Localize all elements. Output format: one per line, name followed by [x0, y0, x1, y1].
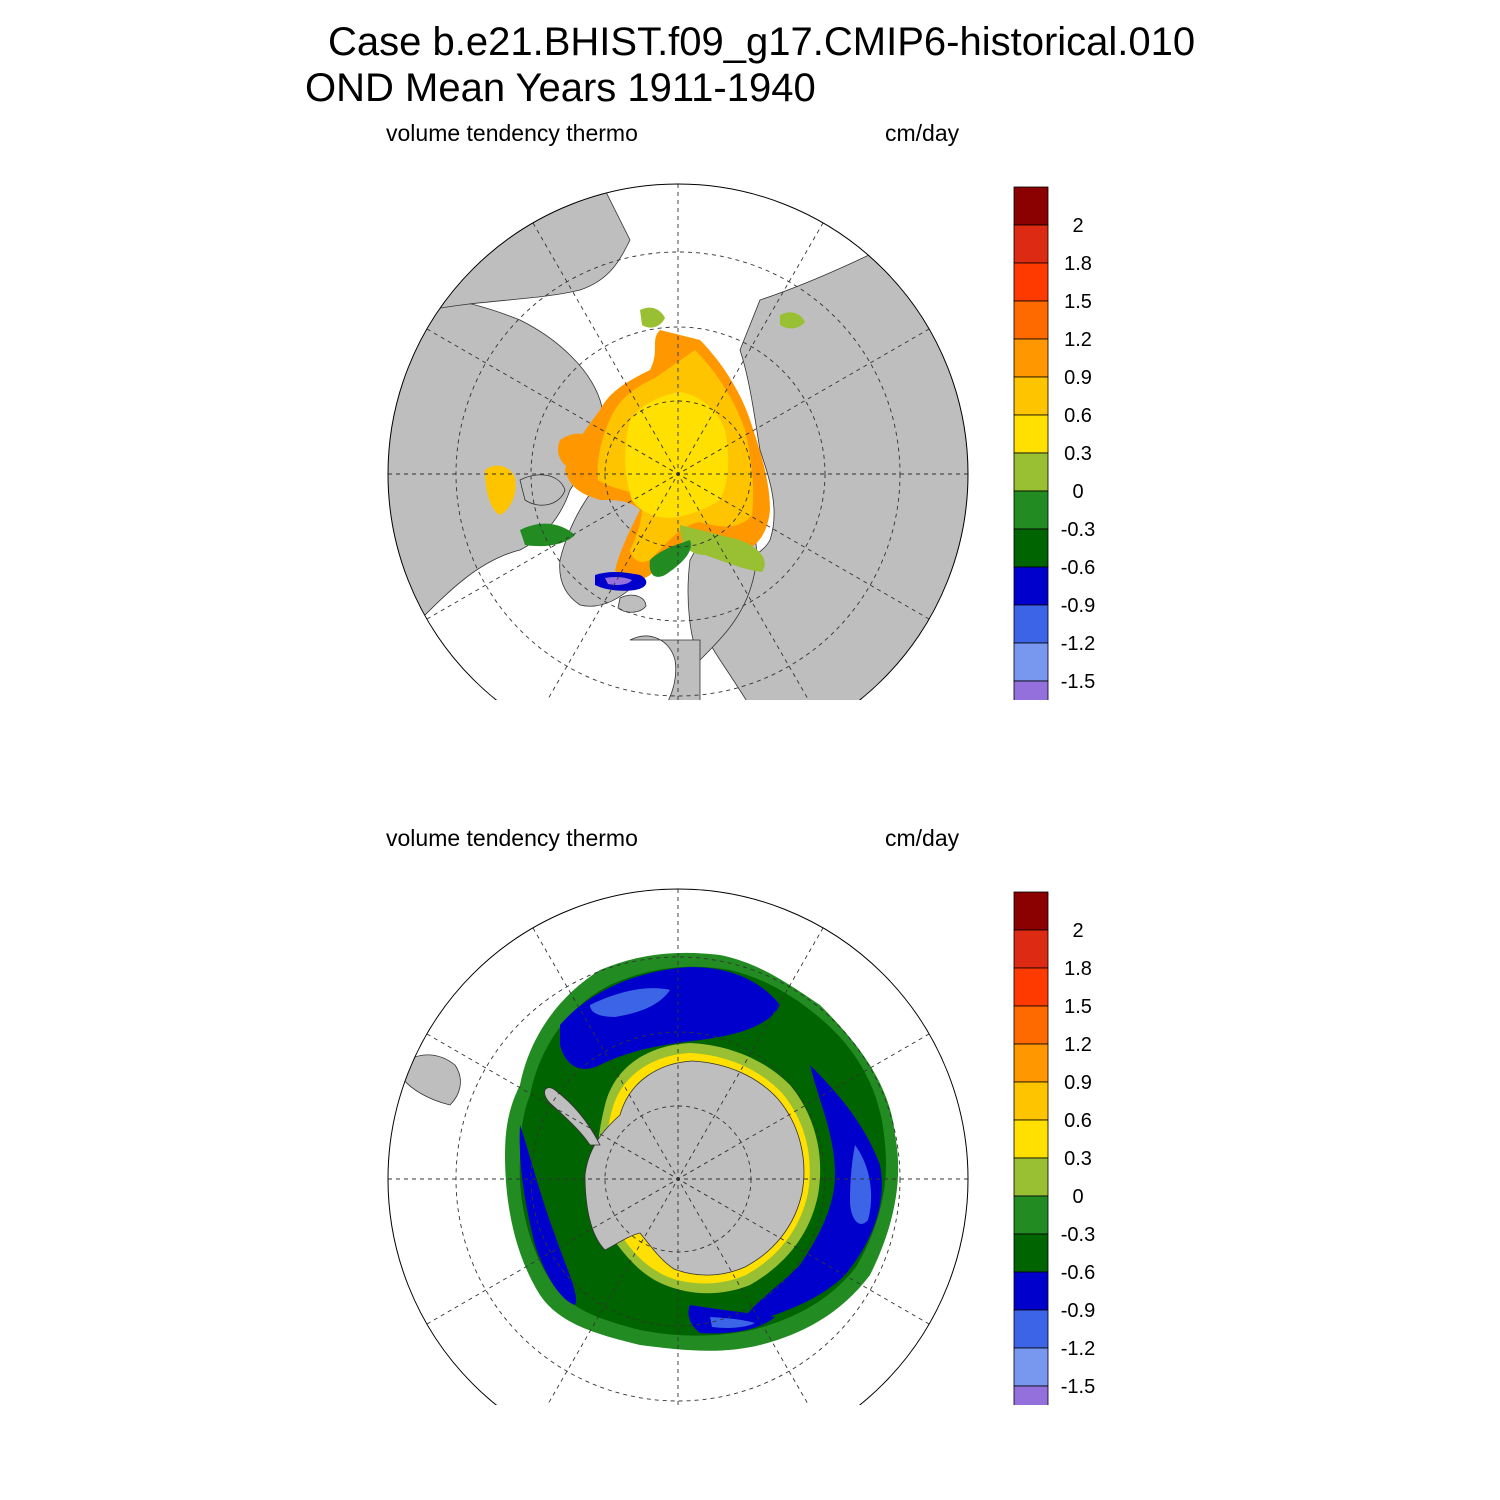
- north-colorbar-swatch: [1013, 186, 1049, 226]
- south-colorbar-swatch: [1013, 929, 1049, 969]
- south-variable-label: volume tendency thermo: [386, 825, 638, 851]
- south-colorbar-tick-label: 2: [1072, 920, 1083, 942]
- north-graticule: [388, 184, 968, 700]
- north-colorbar-tick-label: -0.6: [1061, 557, 1095, 579]
- south-colorbar-tick-label: 0.6: [1064, 1110, 1092, 1132]
- north-colorbar-tick-label: -1.5: [1061, 671, 1095, 693]
- north-colorbar-swatch: [1013, 224, 1049, 264]
- north-ice-field: [485, 307, 805, 591]
- south-colorbar-tick-label: 0.3: [1064, 1148, 1092, 1170]
- south-polar-map: 2 1.8 1.5 1.2 0.9 0.6 0.3 0 -0.3 -0.6 -0.9 -1.2 -1.5…: [387, 888, 1095, 1405]
- north-colorbar-swatch: [1013, 262, 1049, 302]
- south-colorbar-tick-label: -1.2: [1061, 1338, 1095, 1360]
- panel-south: volume tendency thermo cm/day: [0, 705, 1500, 1405]
- south-colorbar-tick-label: 1.2: [1064, 1034, 1092, 1056]
- north-colorbar-tick-label: -0.3: [1061, 519, 1095, 541]
- south-colorbar-swatch: [1013, 1385, 1049, 1405]
- south-colorbar-tick-label: 1.5: [1064, 996, 1092, 1018]
- south-colorbar-tick-label: 0: [1072, 1186, 1083, 1208]
- south-colorbar-swatch: [1013, 1195, 1049, 1235]
- south-colorbar-swatch: [1013, 891, 1049, 931]
- north-colorbar-swatch: [1013, 528, 1049, 568]
- north-colorbar-swatch: [1013, 604, 1049, 644]
- south-colorbar-tick-label: -0.3: [1061, 1224, 1095, 1246]
- north-colorbar-swatch: [1013, 566, 1049, 606]
- north-colorbar: 2 1.8 1.5 1.2 0.9 0.6 0.3 0 -0.3 -0.6 -0.9 -1.2 -1.5…: [1013, 186, 1095, 700]
- north-variable-label: volume tendency thermo: [386, 120, 638, 146]
- south-land: [399, 1054, 805, 1276]
- south-colorbar-swatch: [1013, 1043, 1049, 1083]
- north-colorbar-tick-label: -1.2: [1061, 633, 1095, 655]
- north-colorbar-swatch: [1013, 642, 1049, 682]
- north-colorbar-tick-label: 1.8: [1064, 253, 1092, 275]
- south-colorbar-swatch: [1013, 1119, 1049, 1159]
- panel-north: volume tendency thermo cm/day: [0, 0, 1500, 700]
- north-colorbar-swatch: [1013, 414, 1049, 454]
- south-colorbar-swatch: [1013, 1157, 1049, 1197]
- north-colorbar-tick-label: 0: [1072, 481, 1083, 503]
- north-colorbar-swatch: [1013, 490, 1049, 530]
- south-colorbar-swatch: [1013, 1347, 1049, 1387]
- south-colorbar-swatch: [1013, 967, 1049, 1007]
- south-colorbar-swatch: [1013, 1081, 1049, 1121]
- north-colorbar-swatch: [1013, 680, 1049, 700]
- south-colorbar: 2 1.8 1.5 1.2 0.9 0.6 0.3 0 -0.3 -0.6 -0.9 -1.2 -1.5…: [1013, 891, 1095, 1405]
- north-colorbar-tick-label: 1.2: [1064, 329, 1092, 351]
- north-units-label: cm/day: [885, 120, 960, 146]
- north-colorbar-tick-label: 0.3: [1064, 443, 1092, 465]
- north-colorbar-swatch: [1013, 452, 1049, 492]
- south-colorbar-tick-label: 1.8: [1064, 958, 1092, 980]
- south-colorbar-tick-label: -0.9: [1061, 1300, 1095, 1322]
- south-colorbar-tick-label: -0.6: [1061, 1262, 1095, 1284]
- south-colorbar-swatch: [1013, 1309, 1049, 1349]
- north-colorbar-tick-label: -0.9: [1061, 595, 1095, 617]
- south-colorbar-swatch: [1013, 1271, 1049, 1311]
- south-colorbar-swatch: [1013, 1005, 1049, 1045]
- north-colorbar-swatch: [1013, 300, 1049, 340]
- north-colorbar-tick-label: 1.5: [1064, 291, 1092, 313]
- north-colorbar-tick-label: 2: [1072, 215, 1083, 237]
- south-colorbar-tick-label: 0.9: [1064, 1072, 1092, 1094]
- south-units-label: cm/day: [885, 825, 960, 851]
- north-colorbar-tick-label: 0.6: [1064, 405, 1092, 427]
- south-graticule: [388, 889, 968, 1405]
- south-map-border: [387, 888, 969, 1405]
- north-colorbar-swatch: [1013, 338, 1049, 378]
- south-colorbar-tick-label: -1.5: [1061, 1376, 1095, 1398]
- north-colorbar-swatch: [1013, 376, 1049, 416]
- title-line-2: OND Mean Years 1911-1940: [305, 66, 816, 110]
- north-polar-map: 2 1.8 1.5 1.2 0.9 0.6 0.3 0 -0.3 -0.6 -0.9 -1.2 -1.5…: [387, 183, 1095, 700]
- north-map-border: [387, 183, 969, 700]
- north-colorbar-tick-label: 0.9: [1064, 367, 1092, 389]
- south-colorbar-swatch: [1013, 1233, 1049, 1273]
- title-line-1: Case b.e21.BHIST.f09_g17.CMIP6-historica…: [328, 20, 1196, 64]
